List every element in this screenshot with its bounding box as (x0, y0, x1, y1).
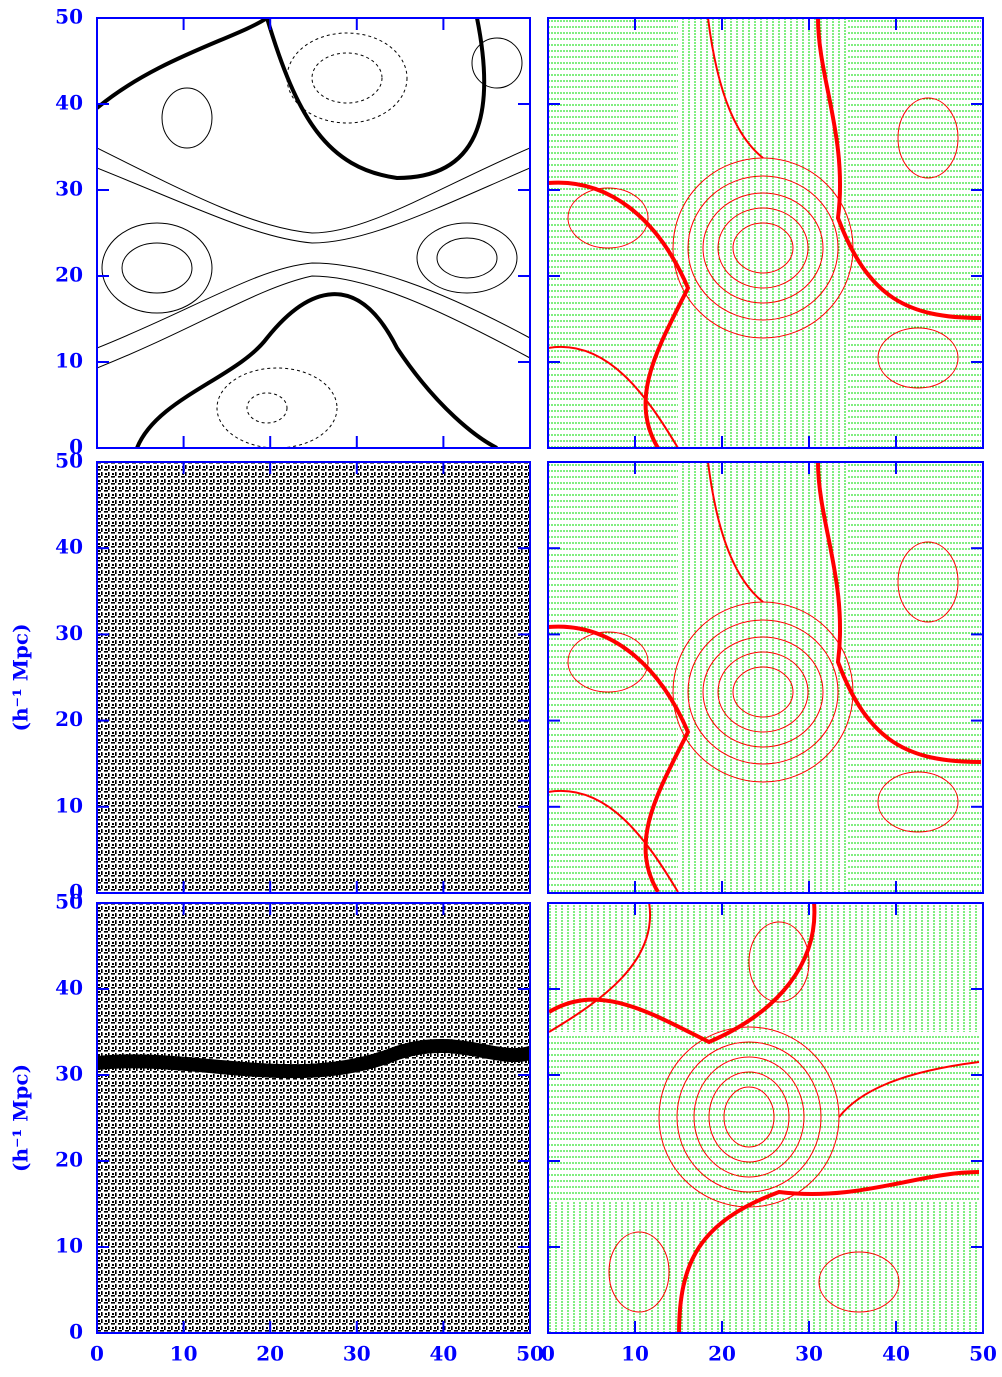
y-tick-label: 10 (55, 793, 83, 817)
x-tick-label: 10 (621, 1342, 649, 1366)
x-tick-label: 10 (170, 1342, 198, 1366)
contour-field (548, 18, 981, 448)
y-tick-label: 20 (55, 263, 83, 287)
contour-field (548, 462, 981, 892)
x-tick-label: 50 (516, 1342, 544, 1366)
panel-frame (96, 17, 531, 449)
y-axis-label: (h⁻¹ Mpc) (9, 623, 33, 731)
panel-frame (547, 461, 984, 894)
y-tick-label: 40 (55, 535, 83, 559)
x-tick-label: 40 (882, 1342, 910, 1366)
y-tick-label: 30 (55, 177, 83, 201)
y-tick-label: 20 (55, 707, 83, 731)
y-tick-label: 0 (69, 1320, 83, 1344)
y-tick-label: 0 (69, 435, 83, 459)
y-tick-label: 10 (55, 349, 83, 373)
x-tick-label: 0 (541, 1342, 555, 1366)
y-tick-label: 40 (55, 91, 83, 115)
x-tick-label: 50 (969, 1342, 997, 1366)
y-tick-label: 30 (55, 621, 83, 645)
panel-frame (96, 902, 531, 1334)
contour-field (548, 903, 981, 1333)
y-tick-label: 50 (55, 5, 83, 29)
x-tick-label: 0 (90, 1342, 104, 1366)
particle-field (97, 462, 530, 892)
panel-frame (547, 902, 984, 1334)
y-tick-label: 0 (69, 880, 83, 904)
x-tick-label: 40 (429, 1342, 457, 1366)
panel-frame (96, 461, 531, 894)
y-tick-label: 20 (55, 1148, 83, 1172)
y-axis-label: (h⁻¹ Mpc) (9, 1064, 33, 1172)
y-tick-label: 40 (55, 976, 83, 1000)
y-tick-label: 50 (55, 890, 83, 914)
x-tick-label: 20 (708, 1342, 736, 1366)
x-tick-label: 30 (343, 1342, 371, 1366)
x-tick-label: 30 (795, 1342, 823, 1366)
x-tick-label: 20 (256, 1342, 284, 1366)
y-tick-label: 30 (55, 1062, 83, 1086)
y-tick-label: 10 (55, 1234, 83, 1258)
y-tick-label: 50 (55, 449, 83, 473)
panel-frame (547, 17, 984, 449)
particle-field (97, 903, 530, 1333)
contour-field (97, 18, 530, 448)
